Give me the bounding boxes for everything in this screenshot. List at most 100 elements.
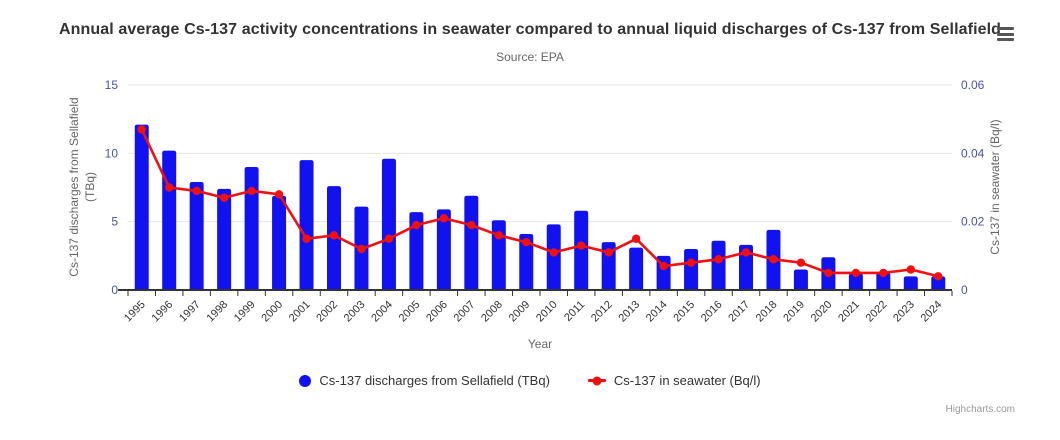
x-axis-tick-label: 2006 <box>424 299 450 325</box>
bar-1997[interactable] <box>189 182 204 290</box>
line-point-2017[interactable] <box>741 248 751 257</box>
bar-2021[interactable] <box>848 273 863 290</box>
bar-2000[interactable] <box>272 195 287 290</box>
line-point-2022[interactable] <box>879 268 888 278</box>
x-axis-tick-label: 2008 <box>479 299 505 325</box>
line-point-2008[interactable] <box>494 231 503 240</box>
chart-context-menu-button[interactable] <box>997 27 1014 41</box>
bar-2006[interactable] <box>436 209 451 290</box>
x-axis-tick-label: 2010 <box>534 299 560 325</box>
line-point-2024[interactable] <box>934 272 943 281</box>
line-point-1998[interactable] <box>219 193 229 202</box>
x-axis-tick-label: 2019 <box>781 299 807 325</box>
x-axis-tick-label: 2012 <box>589 299 615 325</box>
chart-title: Annual average Cs-137 activity concentra… <box>58 21 1002 38</box>
line-point-2020[interactable] <box>824 268 833 278</box>
line-point-2002[interactable] <box>329 231 339 240</box>
line-point-2001[interactable] <box>302 234 311 243</box>
y-axis-left-tick-label: 15 <box>105 78 119 92</box>
hamburger-icon <box>997 27 1014 30</box>
highcharts-credits-link[interactable]: Highcharts.com <box>945 404 1015 415</box>
x-axis-tick-label: 1996 <box>150 299 176 325</box>
line-point-2005[interactable] <box>412 220 421 230</box>
legend-label-seawater: Cs-137 in seawater (Bq/l) <box>613 373 761 388</box>
legend-label-discharges: Cs-137 discharges from Sellafield (TBq) <box>319 373 550 388</box>
line-point-2019[interactable] <box>796 258 806 267</box>
line-point-2000[interactable] <box>274 190 284 199</box>
bar-2001[interactable] <box>299 160 314 290</box>
bar-2009[interactable] <box>519 233 534 290</box>
x-axis-tick-label: 2015 <box>671 299 697 325</box>
line-point-2021[interactable] <box>851 268 861 278</box>
y-axis-right-tick-label: 0.06 <box>961 78 985 92</box>
x-axis-tick-label: 2018 <box>754 299 780 325</box>
y-axis-right-tick-label: 0 <box>961 283 968 297</box>
y-axis-left-tick-label: 5 <box>111 215 118 229</box>
line-point-1999[interactable] <box>247 186 256 196</box>
x-axis-tick-label: 2002 <box>314 299 340 325</box>
bar-1996[interactable] <box>162 150 177 290</box>
line-point-1996[interactable] <box>165 183 174 192</box>
legend-marker-dot-icon <box>592 376 602 385</box>
bar-1998[interactable] <box>217 188 232 290</box>
x-axis-tick-label: 2013 <box>616 299 642 325</box>
bar-2015[interactable] <box>684 249 699 290</box>
x-axis-tick-label: 2016 <box>699 299 725 325</box>
bar-2010[interactable] <box>546 224 561 290</box>
hamburger-icon <box>997 38 1014 41</box>
line-point-2015[interactable] <box>686 258 696 267</box>
line-point-2013[interactable] <box>631 234 641 243</box>
bar-2011[interactable] <box>574 210 589 290</box>
line-point-2014[interactable] <box>659 261 668 271</box>
bar-2008[interactable] <box>491 220 506 290</box>
line-point-2003[interactable] <box>357 244 366 254</box>
x-axis-tick-label: 2020 <box>809 299 835 325</box>
legend-marker-circle-icon <box>299 374 312 387</box>
x-axis-tick-label: 2007 <box>452 299 478 325</box>
line-point-2023[interactable] <box>906 265 915 274</box>
bar-2013[interactable] <box>629 247 644 290</box>
bar-1995[interactable] <box>134 124 149 290</box>
bar-1999[interactable] <box>244 167 259 290</box>
legend-marker-line-dot-icon <box>587 376 606 385</box>
x-axis-tick-label: 2000 <box>259 299 285 325</box>
line-point-2004[interactable] <box>384 234 394 243</box>
line-point-1997[interactable] <box>192 186 201 196</box>
hamburger-icon <box>997 32 1014 36</box>
x-axis-tick-label: 2005 <box>397 299 423 325</box>
x-axis-tick-label: 2017 <box>726 299 752 325</box>
x-axis-tick-label: 2011 <box>562 299 587 324</box>
bar-2016[interactable] <box>711 240 726 290</box>
legend-item-discharges[interactable]: Cs-137 discharges from Sellafield (TBq) <box>299 373 550 388</box>
y-axis-left-title-line2: (TBq) <box>83 172 97 202</box>
line-point-2011[interactable] <box>577 241 586 250</box>
line-point-1995[interactable] <box>137 125 146 134</box>
x-axis-tick-label: 2023 <box>891 299 917 325</box>
y-axis-right-title: Cs-137 in seawater (Bq/l) <box>988 119 1002 254</box>
bar-2022[interactable] <box>876 272 891 290</box>
bar-2004[interactable] <box>381 158 396 290</box>
line-series-seawater <box>140 128 939 278</box>
bar-2024[interactable] <box>931 276 946 290</box>
line-point-2012[interactable] <box>604 248 613 257</box>
line-point-2010[interactable] <box>549 248 558 257</box>
x-axis-tick-label: 2024 <box>919 299 945 325</box>
line-point-2006[interactable] <box>439 214 449 223</box>
bar-2017[interactable] <box>739 244 753 290</box>
x-axis-tick-label: 2021 <box>836 299 862 325</box>
bar-2019[interactable] <box>793 269 808 291</box>
line-point-2009[interactable] <box>522 237 531 247</box>
line-point-2007[interactable] <box>467 220 476 230</box>
x-axis-tick-label: 1999 <box>232 299 258 325</box>
x-axis-title: Year <box>528 337 552 351</box>
line-point-2016[interactable] <box>714 255 723 264</box>
x-axis-tick-label: 2009 <box>507 299 533 325</box>
legend-item-seawater[interactable]: Cs-137 in seawater (Bq/l) <box>587 373 761 388</box>
x-axis-tick-label: 1995 <box>122 299 148 325</box>
line-point-2018[interactable] <box>769 255 778 264</box>
bar-2005[interactable] <box>409 212 424 290</box>
bar-2023[interactable] <box>903 276 918 290</box>
bar-2007[interactable] <box>464 195 479 290</box>
